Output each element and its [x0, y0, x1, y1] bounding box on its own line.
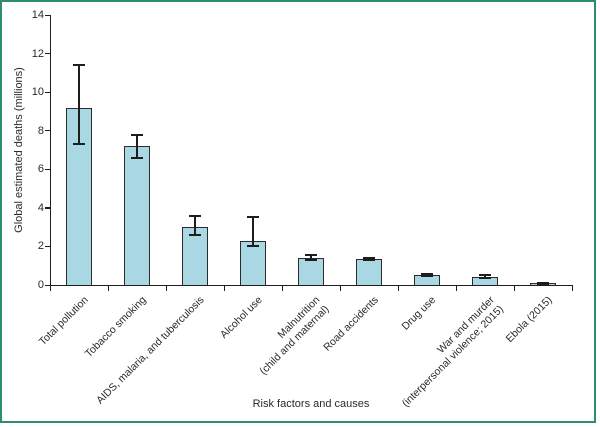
y-axis-tick — [45, 207, 50, 209]
x-tick-label: Tobacco smoking — [83, 294, 149, 360]
y-axis-tick — [45, 53, 50, 55]
x-tick-label: War and murder (interpersonal violence; 2… — [390, 294, 506, 410]
x-tick-label-line: Alcohol use — [217, 294, 265, 341]
error-bar-cap-top — [305, 254, 317, 257]
bar — [356, 258, 382, 285]
error-bar — [194, 215, 196, 235]
error-bar — [368, 257, 370, 260]
x-axis-tick — [455, 286, 457, 291]
y-tick-label: 6 — [37, 163, 44, 176]
error-bar — [136, 134, 138, 158]
x-tick-label-line: Ebola (2015) — [503, 294, 555, 346]
x-tick-label-line: Tobacco smoking — [82, 294, 149, 360]
x-axis-tick — [107, 286, 109, 291]
error-bar-cap-bottom — [73, 143, 85, 146]
x-tick-label-line: War and murder — [434, 294, 497, 356]
y-tick-label: 12 — [31, 47, 44, 60]
x-tick-label: Ebola (2015) — [503, 294, 554, 345]
x-tick-label-line: Road accidents — [320, 294, 381, 354]
x-axis-tick — [49, 286, 51, 291]
bar — [298, 258, 324, 285]
error-bar-cap-top — [479, 274, 491, 277]
error-bar-cap-bottom — [131, 156, 143, 159]
y-axis-tick — [45, 245, 50, 248]
error-bar — [252, 216, 254, 247]
y-axis-tick — [45, 284, 50, 286]
error-bar-cap-top — [363, 256, 375, 259]
y-tick-label: 8 — [37, 124, 44, 137]
bar — [240, 240, 266, 285]
x-tick-label: Alcohol use — [218, 294, 265, 341]
x-tick-label: Road accidents — [321, 294, 381, 354]
x-tick-label-line: Drug use — [399, 294, 439, 333]
x-axis-tick — [397, 286, 399, 291]
y-tick-label: 2 — [37, 240, 44, 253]
x-axis-tick — [281, 286, 283, 291]
error-bar-cap-bottom — [305, 258, 317, 261]
x-axis-line — [50, 285, 573, 287]
x-tick-label-line: AIDS, malaria, and tuberculosis — [94, 294, 207, 407]
y-axis-tick — [45, 91, 50, 93]
error-bar — [484, 275, 486, 279]
error-bar-cap-bottom — [537, 283, 549, 286]
x-tick-label: Total pollution — [37, 294, 91, 348]
bar — [66, 107, 92, 285]
error-bar-cap-top — [537, 281, 549, 284]
x-tick-label: Drug use — [400, 294, 439, 333]
error-bar-cap-bottom — [189, 233, 201, 236]
x-axis-tick — [513, 286, 515, 291]
y-tick-label: 0 — [37, 279, 44, 291]
y-axis-tick — [45, 168, 50, 170]
x-axis-tick — [165, 286, 167, 291]
error-bar-cap-top — [421, 273, 433, 276]
error-bar — [310, 255, 312, 260]
bar — [124, 146, 150, 285]
y-tick-label: 14 — [31, 9, 44, 21]
y-tick-label: 4 — [37, 201, 44, 214]
error-bar — [78, 65, 80, 145]
error-bar-cap-bottom — [421, 275, 433, 278]
error-bar-cap-top — [73, 64, 85, 67]
error-bar-cap-bottom — [479, 277, 491, 280]
y-tick-label: 10 — [31, 86, 44, 99]
x-axis-tick — [571, 286, 573, 291]
error-bar-cap-bottom — [247, 245, 259, 248]
x-tick-label: AIDS, malaria, and tuberculosis — [94, 294, 207, 407]
y-axis-tick — [45, 130, 50, 132]
error-bar-cap-bottom — [363, 258, 375, 261]
y-axis-line — [50, 15, 52, 285]
y-axis-tick — [45, 14, 50, 16]
error-bar-cap-top — [247, 215, 259, 218]
x-tick-label-line: Total pollution — [36, 294, 91, 348]
x-axis-tick — [339, 286, 341, 291]
error-bar-cap-top — [131, 133, 143, 136]
x-axis-tick — [223, 286, 225, 291]
error-bar-cap-top — [189, 214, 201, 217]
x-axis-title: Risk factors and causes — [252, 398, 370, 410]
bar — [182, 227, 208, 285]
